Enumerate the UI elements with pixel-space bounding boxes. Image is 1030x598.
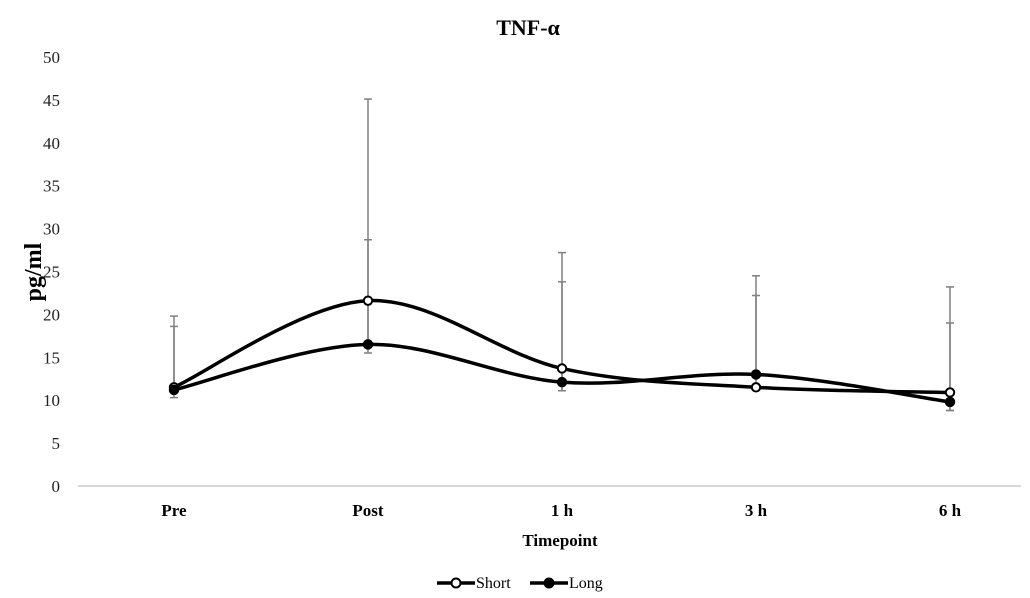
x-axis-title: Timepoint	[522, 531, 598, 550]
point-short	[944, 387, 956, 398]
point-short	[750, 382, 762, 393]
y-tick-label: 10	[43, 391, 60, 410]
y-axis-ticks: 0 5 10 15 20 25 30 35 40 45 50	[43, 48, 60, 496]
y-tick-label: 45	[43, 91, 60, 110]
point-short	[362, 295, 374, 306]
y-tick-label: 35	[43, 177, 60, 196]
chart-title: TNF-α	[496, 15, 560, 40]
x-tick-label: 1 h	[551, 501, 574, 520]
point-long	[168, 384, 180, 396]
legend-label-short: Short	[476, 575, 511, 592]
x-tick-label: 6 h	[939, 501, 962, 520]
y-tick-label: 20	[43, 305, 60, 324]
series-markers	[168, 295, 956, 408]
y-tick-label: 5	[52, 434, 61, 453]
point-long	[556, 376, 568, 388]
y-tick-label: 15	[43, 348, 60, 367]
point-long	[944, 396, 956, 408]
legend-marker-long	[543, 577, 555, 589]
y-axis-title: pg/ml	[21, 242, 47, 301]
y-tick-label: 25	[43, 263, 60, 282]
legend-marker-short	[450, 577, 462, 589]
y-tick-label: 30	[43, 220, 60, 239]
x-tick-label: Post	[352, 501, 384, 520]
legend: Short Long	[437, 575, 603, 592]
point-short	[556, 363, 568, 374]
x-axis-ticks: Pre Post 1 h 3 h 6 h	[161, 501, 961, 520]
y-tick-label: 0	[52, 477, 61, 496]
legend-label-long: Long	[569, 575, 603, 592]
y-tick-label: 40	[43, 134, 60, 153]
x-tick-label: Pre	[161, 501, 187, 520]
x-tick-label: 3 h	[745, 501, 768, 520]
y-tick-label: 50	[43, 48, 60, 67]
point-long	[362, 339, 374, 350]
point-long	[750, 369, 762, 380]
